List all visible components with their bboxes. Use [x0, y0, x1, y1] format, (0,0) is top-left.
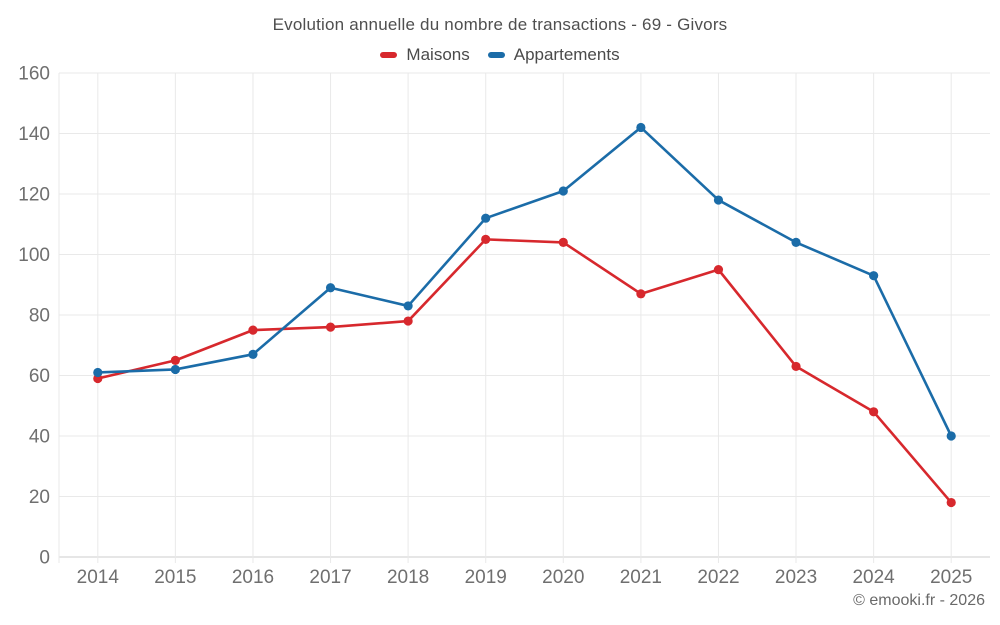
data-point-maisons-2015[interactable]: [170, 355, 180, 365]
data-point-appartements-2016[interactable]: [248, 349, 258, 359]
data-point-maisons-2025[interactable]: [946, 497, 956, 508]
y-tick-label-120: 120: [18, 185, 50, 206]
chart-title: Evolution annuelle du nombre de transact…: [272, 15, 728, 34]
y-tick-label-60: 60: [29, 366, 50, 387]
y-tick-label-100: 100: [18, 245, 50, 266]
x-tick-label-2021: 2021: [620, 567, 662, 588]
x-tick-label-2018: 2018: [387, 567, 429, 588]
data-point-maisons-2016[interactable]: [248, 325, 258, 335]
legend-label: Appartements: [513, 45, 620, 64]
legend-swatch-appartements: [487, 52, 505, 58]
data-point-appartements-2021[interactable]: [636, 122, 646, 133]
data-point-appartements-2022[interactable]: [713, 195, 724, 205]
data-point-maisons-2019[interactable]: [481, 234, 491, 244]
y-tick-label-40: 40: [29, 427, 50, 448]
data-point-appartements-2024[interactable]: [869, 271, 879, 281]
data-point-maisons-2017[interactable]: [325, 322, 336, 332]
data-point-appartements-2023[interactable]: [791, 237, 801, 247]
data-point-maisons-2022[interactable]: [713, 265, 724, 275]
series-line-appartements: [96, 126, 953, 438]
legend-item-maisons[interactable]: Maisons: [380, 45, 470, 65]
chart-legend: Maisons Appartements: [0, 45, 1000, 65]
data-point-appartements-2018[interactable]: [403, 301, 413, 311]
data-point-appartements-2017[interactable]: [325, 283, 336, 293]
x-tick-label-2023: 2023: [775, 567, 817, 588]
y-tick-label-160: 160: [18, 64, 50, 85]
y-tick-label-20: 20: [29, 487, 50, 508]
data-point-maisons-2021[interactable]: [636, 289, 646, 299]
data-point-maisons-2020[interactable]: [558, 237, 568, 247]
x-tick-label-2022: 2022: [697, 567, 739, 588]
y-tick-label-140: 140: [18, 124, 50, 145]
data-point-appartements-2015[interactable]: [170, 364, 180, 375]
x-tick-label-2025: 2025: [930, 567, 972, 588]
x-tick-label-2015: 2015: [154, 567, 196, 588]
data-point-appartements-2025[interactable]: [946, 431, 956, 441]
x-tick-label-2019: 2019: [465, 567, 507, 588]
data-point-appartements-2019[interactable]: [481, 213, 491, 223]
x-tick-label-2017: 2017: [309, 567, 351, 588]
x-tick-label-2016: 2016: [232, 567, 274, 588]
x-tick-label-2024: 2024: [852, 567, 895, 588]
data-point-maisons-2024[interactable]: [869, 407, 879, 417]
copyright-footer: © emooki.fr - 2026: [853, 592, 985, 609]
data-point-appartements-2020[interactable]: [558, 186, 568, 196]
data-point-maisons-2018[interactable]: [403, 316, 413, 326]
legend-swatch-maisons: [380, 52, 398, 58]
y-tick-label-80: 80: [29, 306, 50, 327]
series-line-maisons: [96, 238, 953, 504]
legend-item-appartements[interactable]: Appartements: [487, 45, 620, 65]
x-tick-label-2020: 2020: [542, 567, 584, 588]
x-tick-label-2014: 2014: [77, 567, 120, 588]
y-tick-label-0: 0: [39, 548, 50, 569]
data-point-appartements-2014[interactable]: [93, 367, 103, 378]
data-point-maisons-2023[interactable]: [791, 361, 801, 372]
legend-label: Maisons: [406, 45, 470, 64]
